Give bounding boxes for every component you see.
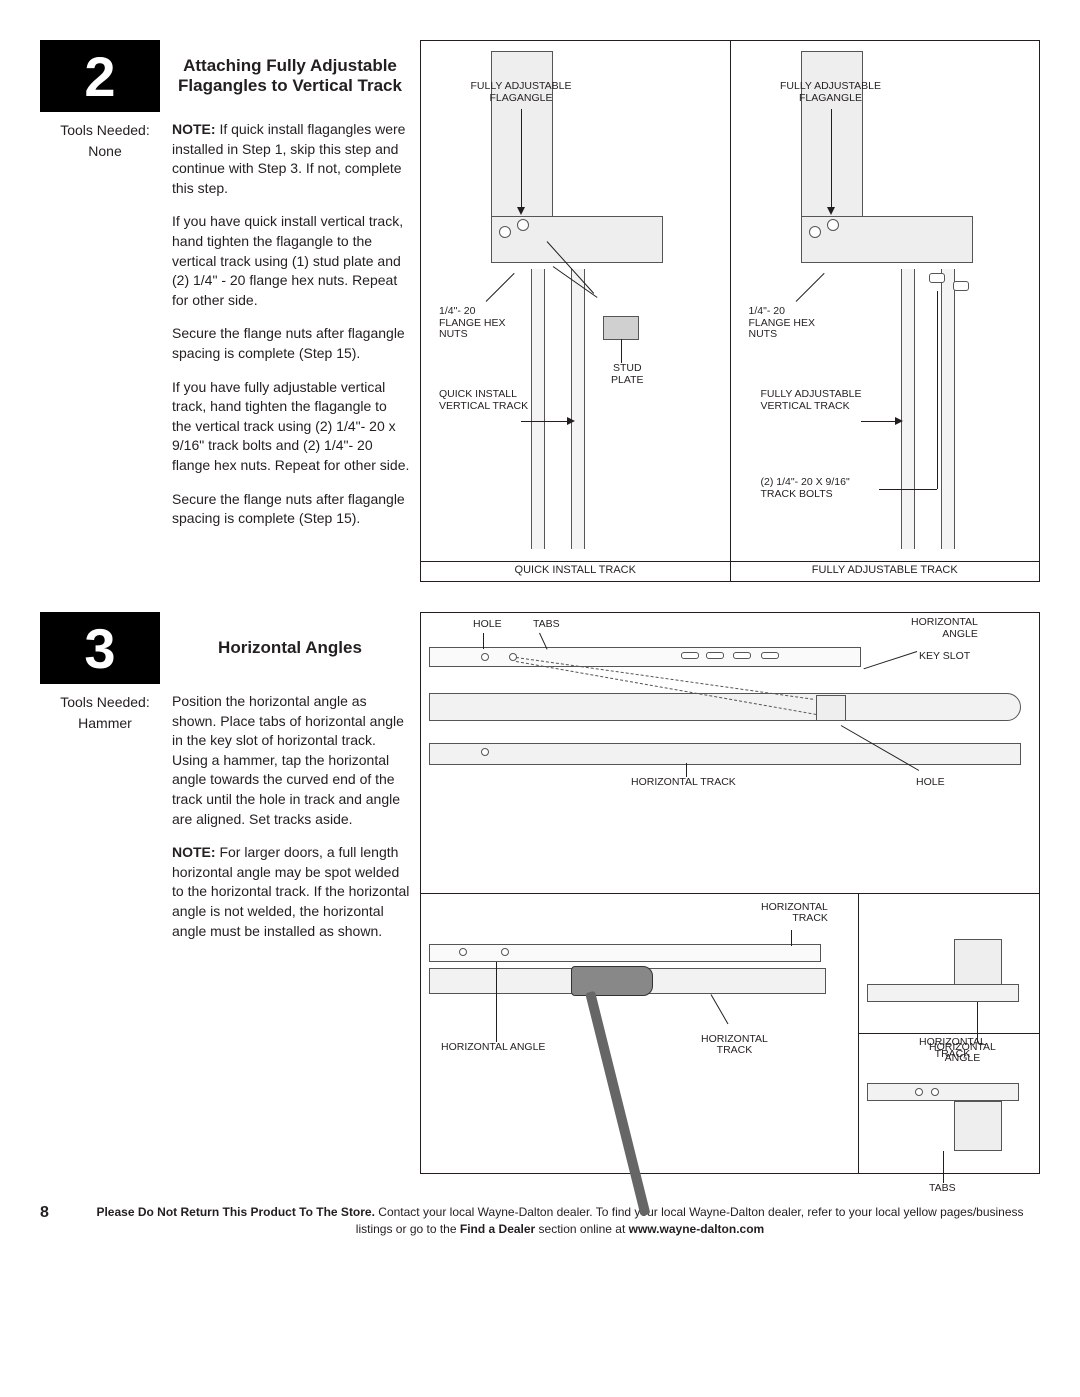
step-2-p4: If you have fully adjustable vertical tr… bbox=[172, 378, 410, 476]
label-horiz-track-bottom: HORIZONTAL TRACK bbox=[701, 1034, 768, 1057]
step-2-body: Tools Needed: None NOTE: If quick instal… bbox=[40, 112, 420, 543]
step-3-number: 3 bbox=[40, 612, 160, 684]
tools-value: None bbox=[45, 141, 165, 162]
label-quick-install-vt: QUICK INSTALL VERTICAL TRACK bbox=[439, 389, 549, 412]
step-2-left-column: 2 Attaching Fully Adjustable Flagangles … bbox=[40, 40, 420, 582]
hammer-panel: HORIZONTAL ANGLE HORIZONTAL TRACK HORIZO… bbox=[421, 894, 859, 1174]
step-3-block: 3 Horizontal Angles Tools Needed: Hammer… bbox=[40, 612, 1040, 1174]
label-fully-adj-flag-left: FULLY ADJUSTABLE FLAGANGLE bbox=[461, 81, 581, 104]
step-3-left-column: 3 Horizontal Angles Tools Needed: Hammer… bbox=[40, 612, 420, 1174]
label-key-slot: KEY SLOT bbox=[919, 651, 970, 663]
step-3-diagram: HOLE TABS HORIZONTAL ANGLE KEY SLOT HORI… bbox=[420, 612, 1040, 1174]
label-flange-nuts-left: 1/4"- 20 FLANGE HEX NUTS bbox=[439, 306, 521, 341]
step-3-title: Horizontal Angles bbox=[160, 612, 420, 684]
tools-label-3: Tools Needed: bbox=[45, 692, 165, 713]
footer-bold-3: www.wayne-dalton.com bbox=[629, 1222, 765, 1236]
footer-text: Please Do Not Return This Product To The… bbox=[80, 1204, 1040, 1238]
label-horiz-track-detail2: HORIZONTAL TRACK bbox=[919, 1037, 986, 1060]
tools-value-3: Hammer bbox=[45, 713, 165, 734]
footer-text-2: section online at bbox=[535, 1222, 628, 1236]
note-label-3: NOTE: bbox=[172, 844, 216, 860]
step-2-p5: Secure the flange nuts after flagangle s… bbox=[172, 490, 410, 529]
quick-install-panel: FULLY ADJUSTABLE FLAGANGLE 1/4"- 20 FLAN… bbox=[421, 41, 731, 581]
label-tabs-top: TABS bbox=[533, 619, 560, 631]
step-3-p1: Position the horizontal angle as shown. … bbox=[172, 692, 410, 829]
step-2-diagram: FULLY ADJUSTABLE FLAGANGLE 1/4"- 20 FLAN… bbox=[420, 40, 1040, 582]
step-2-number: 2 bbox=[40, 40, 160, 112]
label-track-bolts: (2) 1/4"- 20 X 9/16" TRACK BOLTS bbox=[761, 477, 891, 500]
label-flange-nuts-right: 1/4"- 20 FLANGE HEX NUTS bbox=[749, 306, 831, 341]
step-2-tools: Tools Needed: None bbox=[40, 120, 170, 543]
step-2-text: NOTE: If quick install flagangles were i… bbox=[170, 120, 420, 543]
label-hole-top: HOLE bbox=[473, 619, 502, 631]
step-3-tools: Tools Needed: Hammer bbox=[40, 692, 170, 955]
footer-bold-2: Find a Dealer bbox=[460, 1222, 535, 1236]
step-2-p1: NOTE: If quick install flagangles were i… bbox=[172, 120, 410, 198]
label-horiz-track-top: HORIZONTAL TRACK bbox=[631, 777, 736, 789]
label-fully-adj-vt: FULLY ADJUSTABLE VERTICAL TRACK bbox=[761, 389, 891, 412]
step-3-bottom-panel: HORIZONTAL ANGLE HORIZONTAL TRACK HORIZO… bbox=[421, 894, 1039, 1174]
step-3-body: Tools Needed: Hammer Position the horizo… bbox=[40, 684, 420, 955]
label-stud-plate: STUD PLATE bbox=[611, 363, 643, 386]
step-2-block: 2 Attaching Fully Adjustable Flagangles … bbox=[40, 40, 1040, 582]
page-footer: 8 Please Do Not Return This Product To T… bbox=[40, 1204, 1040, 1238]
step-3-text: Position the horizontal angle as shown. … bbox=[170, 692, 420, 955]
step-2-header: 2 Attaching Fully Adjustable Flagangles … bbox=[40, 40, 420, 112]
label-horiz-angle-bottom: HORIZONTAL ANGLE bbox=[441, 1042, 545, 1054]
fully-adjustable-caption: FULLY ADJUSTABLE TRACK bbox=[731, 561, 1040, 578]
step-2-title: Attaching Fully Adjustable Flagangles to… bbox=[160, 40, 420, 112]
page-number: 8 bbox=[40, 1204, 80, 1222]
step-3-header: 3 Horizontal Angles bbox=[40, 612, 420, 684]
note-label: NOTE: bbox=[172, 121, 216, 137]
quick-install-caption: QUICK INSTALL TRACK bbox=[421, 561, 730, 578]
detail-panel: HORIZONTAL ANGLE HORIZONTAL TRACK TABS bbox=[859, 894, 1039, 1174]
label-fully-adj-flag-right: FULLY ADJUSTABLE FLAGANGLE bbox=[771, 81, 891, 104]
fully-adjustable-panel: FULLY ADJUSTABLE FLAGANGLE 1/4"- 20 FLAN… bbox=[731, 41, 1040, 581]
label-hole-bottom: HOLE bbox=[916, 777, 945, 789]
step-3-p2: NOTE: For larger doors, a full length ho… bbox=[172, 843, 410, 941]
footer-bold-1: Please Do Not Return This Product To The… bbox=[96, 1205, 374, 1219]
label-horiz-angle-top: HORIZONTAL ANGLE bbox=[911, 617, 978, 640]
tools-label: Tools Needed: bbox=[45, 120, 165, 141]
step-2-p3: Secure the flange nuts after flagangle s… bbox=[172, 324, 410, 363]
label-horiz-track-corner: HORIZONTAL TRACK bbox=[761, 902, 828, 925]
label-tabs-detail: TABS bbox=[929, 1183, 956, 1195]
step-3-top-panel: HOLE TABS HORIZONTAL ANGLE KEY SLOT HORI… bbox=[421, 613, 1039, 894]
step-2-p2: If you have quick install vertical track… bbox=[172, 212, 410, 310]
